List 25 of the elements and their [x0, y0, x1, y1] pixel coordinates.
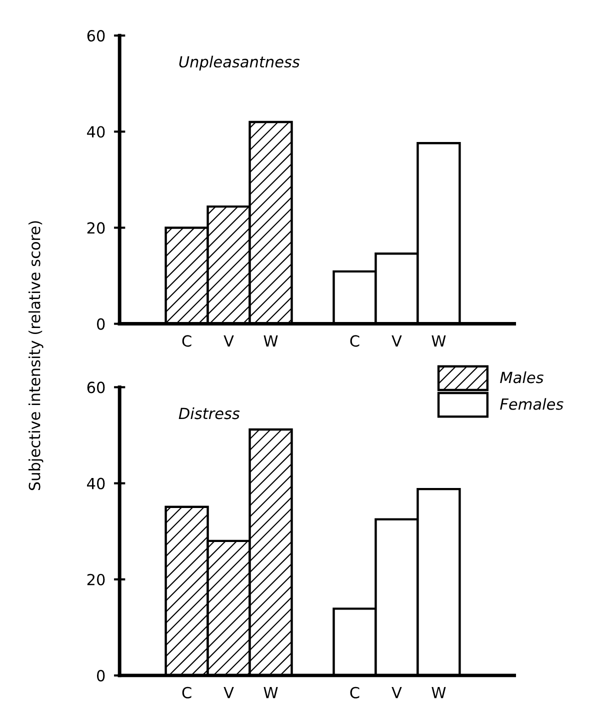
legend-label: Females [500, 398, 564, 410]
y-tick-label: 0 [97, 318, 105, 330]
text: Unpleasantness [179, 56, 300, 71]
y-tick-label: 20 [87, 222, 105, 234]
x-tick-label: C [350, 686, 360, 698]
x-tick-label: V [392, 335, 402, 347]
x-tick-label: C [182, 686, 192, 698]
y-tick-label: 40 [87, 126, 105, 138]
x-tick-label: C [182, 335, 192, 347]
x-tick-label: W [264, 687, 278, 698]
x-tick-label: W [432, 335, 446, 347]
x-tick-label: C [350, 335, 360, 347]
y-tick-label: 20 [87, 574, 105, 586]
text: Distress [178, 407, 240, 420]
x-tick-label: W [432, 687, 446, 698]
x-tick-label: V [224, 335, 234, 347]
x-tick-label: V [392, 687, 402, 698]
y-axis-title: Subjective intensity (relative score) [28, 221, 44, 490]
y-tick-label: 40 [87, 478, 105, 490]
x-tick-label: V [224, 687, 234, 698]
y-tick-label: 60 [87, 30, 105, 42]
y-tick-label: 0 [97, 670, 105, 682]
x-tick-label: W [264, 335, 278, 347]
y-tick-label: 60 [87, 382, 105, 394]
legend-label: Males [500, 371, 544, 384]
